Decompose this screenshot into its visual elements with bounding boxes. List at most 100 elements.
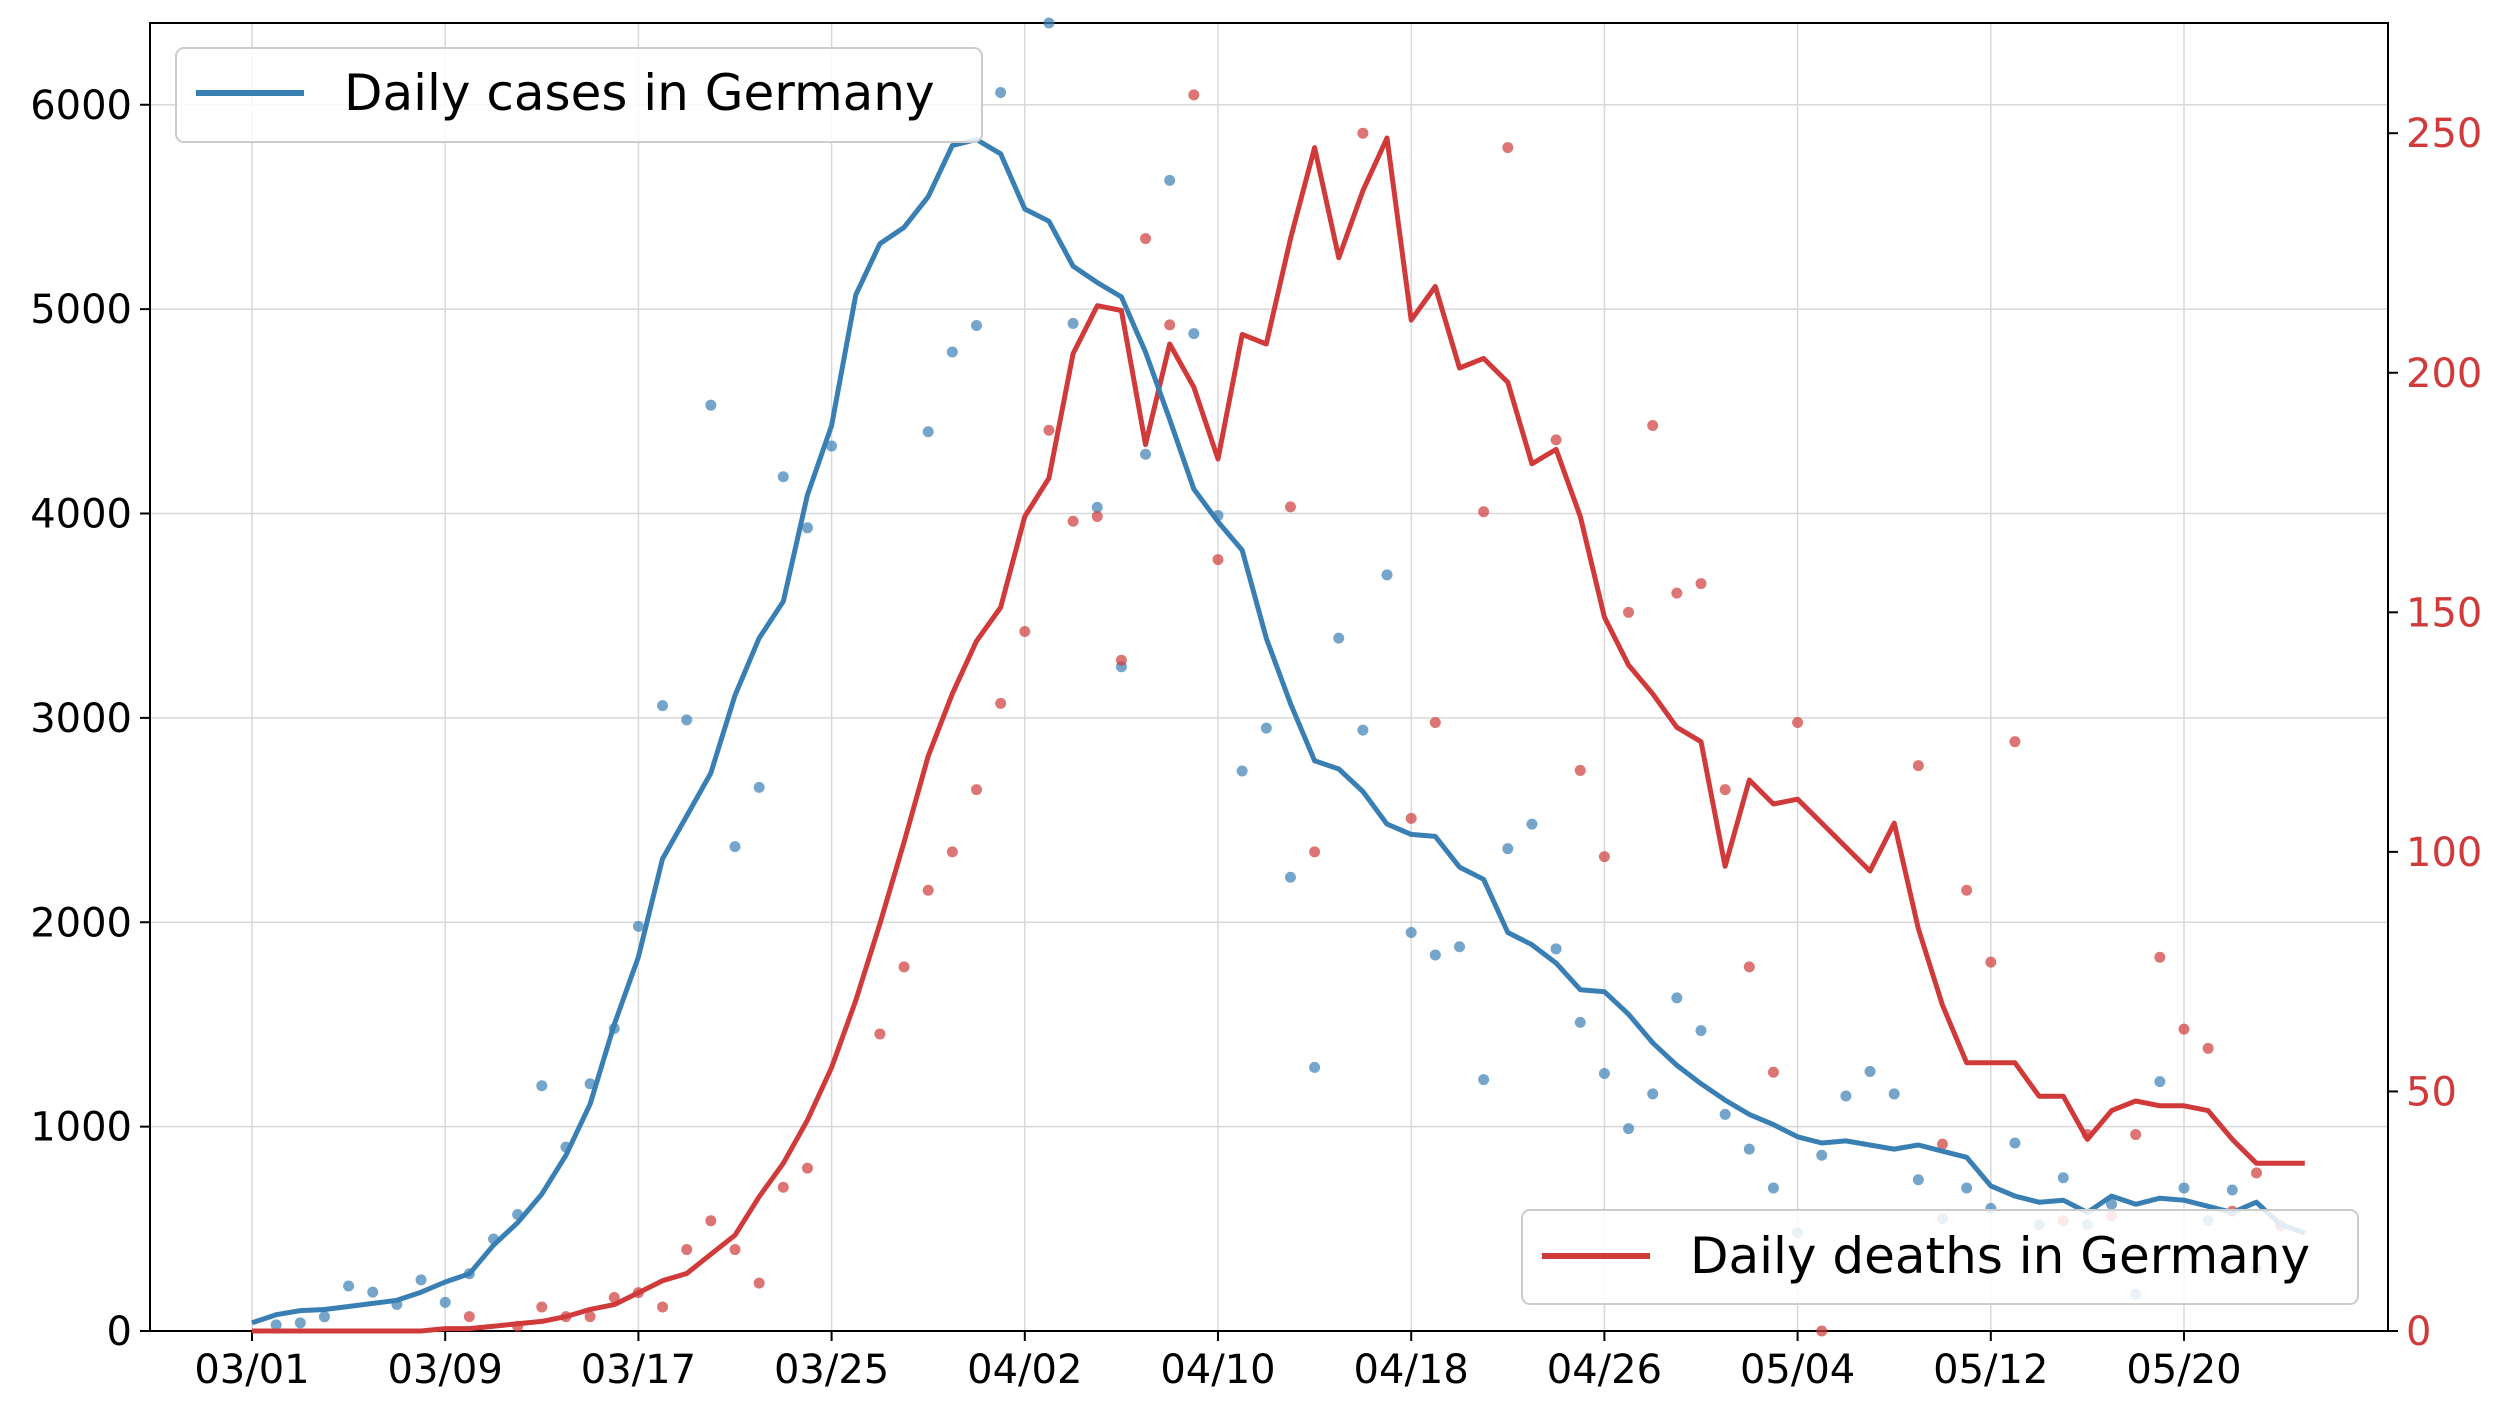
deaths-point (1212, 554, 1224, 566)
x-tick-label: 03/01 (194, 1347, 309, 1393)
deaths-line (252, 135, 2305, 1334)
deaths-point (729, 1244, 741, 1256)
deaths-point (584, 1311, 596, 1323)
deaths-point (1357, 127, 1369, 139)
cases-point (1864, 1065, 1876, 1077)
legend-cases-label: Daily cases in Germany (344, 64, 935, 122)
y-right-tick-label: 250 (2406, 111, 2482, 157)
cases-point (1719, 1108, 1731, 1120)
deaths-point (1767, 1066, 1779, 1078)
cases-point (1695, 1025, 1707, 1037)
cases-point (971, 319, 982, 331)
deaths-point (681, 1244, 693, 1256)
cases-point (1888, 1088, 1900, 1100)
cases-point (1574, 1016, 1586, 1028)
deaths-point (1985, 956, 1997, 968)
cases-point (753, 781, 765, 793)
cases-point (922, 426, 934, 438)
y-left-tick-label: 2000 (30, 900, 132, 946)
x-tick-label: 04/10 (1160, 1347, 1275, 1393)
deaths-point (753, 1277, 765, 1289)
deaths-point (1792, 717, 1804, 729)
cases-points (270, 17, 2262, 1331)
deaths-point (1429, 717, 1441, 729)
cases-point (1188, 328, 1200, 340)
deaths-point (1115, 654, 1127, 666)
legend-deaths-label: Daily deaths in Germany (1690, 1227, 2310, 1285)
cases-point (729, 841, 741, 853)
cases-point (705, 399, 717, 411)
x-tick-label: 05/04 (1740, 1347, 1855, 1393)
x-axis: 03/01 03/09 03/17 03/25 04/02 04/10 04/18 04/26… (194, 1331, 2242, 1393)
cases-point (657, 700, 669, 712)
y-axis-right: 0 50 100 150 200 250 (2388, 111, 2482, 1355)
deaths-point (971, 784, 982, 796)
grid-lines (150, 23, 2388, 1332)
cases-point (1912, 1174, 1924, 1186)
cases-point (1598, 1067, 1610, 1079)
cases-point (1647, 1088, 1659, 1100)
cases-point (1405, 926, 1417, 938)
deaths-point (1574, 764, 1586, 776)
deaths-point (1478, 506, 1490, 518)
deaths-point (1188, 89, 1200, 101)
cases-point (2057, 1172, 2069, 1184)
cases-point (2178, 1182, 2190, 1194)
cases-point (1357, 724, 1369, 736)
x-tick-label: 03/09 (388, 1347, 503, 1393)
deaths-point (1961, 884, 1973, 896)
x-tick-label: 03/25 (774, 1347, 889, 1393)
cases-point (1454, 941, 1465, 953)
cases-point (801, 522, 813, 534)
deaths-point (1816, 1325, 1828, 1337)
deaths-point (1164, 319, 1176, 331)
cases-point (1429, 949, 1441, 961)
y-left-tick-label: 6000 (30, 83, 132, 129)
cases-point (995, 86, 1007, 98)
cases-point (1260, 722, 1272, 734)
deaths-point (1309, 846, 1321, 858)
deaths-point (463, 1311, 475, 1323)
deaths-point (777, 1181, 789, 1193)
cases-point (946, 346, 958, 358)
cases-point (1043, 17, 1055, 29)
cases-point (1502, 843, 1514, 855)
x-tick-label: 04/02 (967, 1347, 1082, 1393)
deaths-point (2130, 1129, 2142, 1141)
deaths-point (1598, 851, 1610, 863)
cases-point (1816, 1149, 1828, 1161)
deaths-point (1743, 961, 1755, 973)
deaths-point (705, 1215, 717, 1227)
deaths-point (1091, 510, 1103, 522)
deaths-point (2154, 951, 2166, 963)
deaths-points (463, 89, 2287, 1337)
cases-point (1140, 448, 1152, 460)
cases-point (632, 920, 644, 932)
y-right-tick-label: 150 (2406, 590, 2482, 636)
legend-cases-box (175, 47, 983, 143)
cases-point (1623, 1123, 1635, 1135)
cases-point (1961, 1182, 1973, 1194)
y-left-tick-label: 5000 (30, 287, 132, 333)
deaths-point (1502, 142, 1514, 154)
deaths-point (1284, 501, 1296, 513)
deaths-point (801, 1162, 813, 1174)
legend-cases: Daily cases in Germany (175, 47, 983, 143)
deaths-point (657, 1301, 669, 1313)
cases-line (251, 137, 2306, 1326)
deaths-point (1405, 812, 1417, 824)
deaths-point (1043, 424, 1055, 436)
cases-point (1767, 1182, 1779, 1194)
x-tick-label: 05/12 (1933, 1347, 2048, 1393)
legend-deaths-box (1521, 1209, 2359, 1305)
cases-point (1333, 632, 1345, 644)
y-right-tick-label: 50 (2406, 1069, 2457, 1115)
cases-point (1236, 765, 1248, 777)
deaths-point (1719, 784, 1731, 796)
cases-point (343, 1280, 355, 1292)
y-left-tick-label: 3000 (30, 696, 132, 742)
cases-point (2106, 1198, 2118, 1210)
deaths-point (1912, 760, 1924, 772)
cases-point (318, 1311, 330, 1323)
